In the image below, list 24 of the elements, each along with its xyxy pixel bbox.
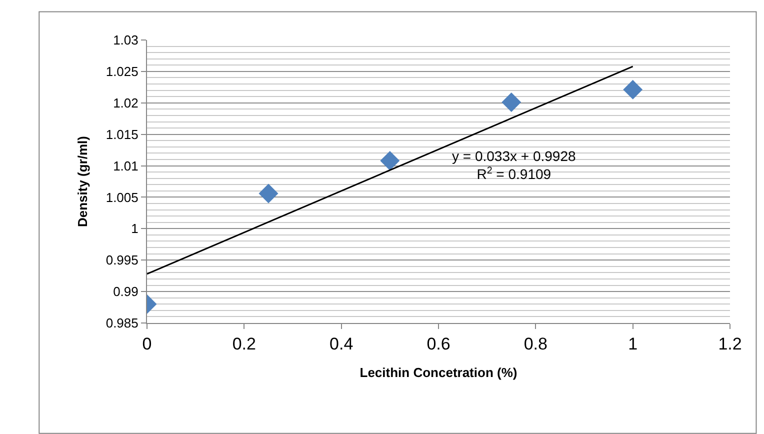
x-tick-label: 0.2 <box>232 334 256 354</box>
y-tick-label: 1.01 <box>113 158 138 174</box>
y-axis-title: Density (gr/ml) <box>74 136 90 228</box>
x-tick-label: 0.8 <box>524 334 548 354</box>
y-tick-label: 1.03 <box>113 32 138 48</box>
x-tick-label: 1.2 <box>718 334 742 354</box>
y-tick-label: 0.99 <box>113 284 138 300</box>
x-tick-label: 0 <box>142 334 152 354</box>
point <box>380 151 400 170</box>
y-tick-label: 1.02 <box>113 95 138 110</box>
annotation: y = 0.033x + 0.9928 R$^{2}$ = 0.9109 <box>452 148 576 182</box>
y-tick-label: 1.025 <box>106 64 138 79</box>
point <box>258 184 278 204</box>
x-tick-label: 1 <box>628 334 638 354</box>
y-tick-label: 1.005 <box>106 190 138 205</box>
y-tick-label: 0.995 <box>106 252 138 268</box>
x-tick-label: 0.4 <box>330 334 354 354</box>
point <box>502 92 522 112</box>
y-tick-label: 1 <box>131 221 138 236</box>
point <box>623 80 643 100</box>
x-axis-title: Lecithin Concetration (%) <box>360 365 518 380</box>
x-tick-label: 0.6 <box>426 334 450 354</box>
y-tick-label: 1.015 <box>106 126 138 142</box>
y-tick-label: 0.985 <box>106 316 138 331</box>
